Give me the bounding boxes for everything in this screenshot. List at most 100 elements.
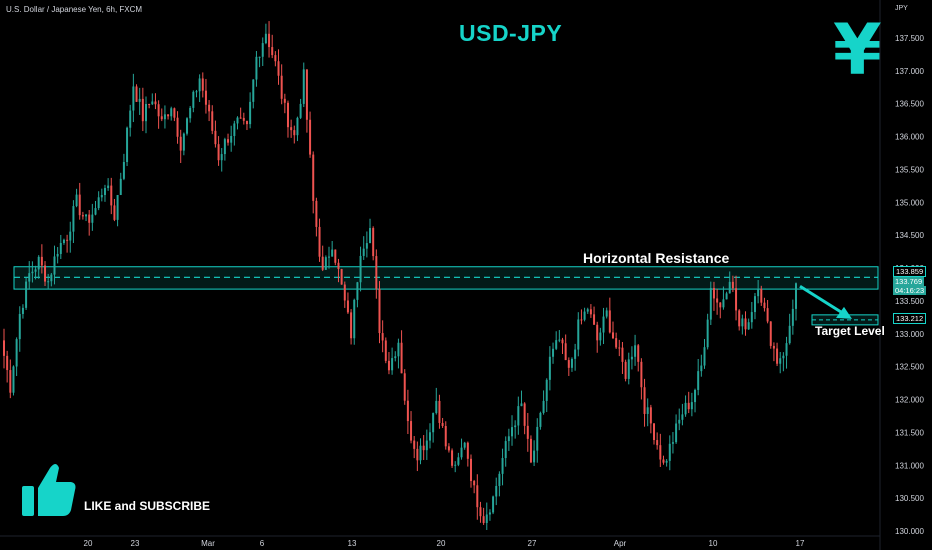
y-tick-label: 130.000 bbox=[895, 527, 924, 536]
candle-body bbox=[391, 358, 394, 371]
candle-body bbox=[283, 98, 286, 103]
candle-body bbox=[690, 402, 693, 410]
target-price-tag: 133.212 bbox=[893, 313, 927, 324]
candle-body bbox=[195, 91, 198, 93]
candle-body bbox=[343, 284, 346, 301]
candle-body bbox=[444, 425, 447, 447]
candle-body bbox=[785, 343, 788, 356]
arrow-shaft bbox=[799, 284, 845, 316]
candle-body bbox=[220, 154, 223, 161]
candle-body bbox=[100, 194, 103, 198]
candle-body bbox=[318, 226, 321, 257]
y-tick-label: 135.500 bbox=[895, 165, 924, 174]
candle-body bbox=[700, 365, 703, 372]
candle-body bbox=[665, 460, 668, 463]
candle-body bbox=[564, 343, 567, 361]
candle-body bbox=[419, 445, 422, 461]
candle-body bbox=[394, 356, 397, 359]
candle-body bbox=[466, 442, 469, 459]
candle-body bbox=[719, 302, 722, 308]
candle-body bbox=[659, 445, 662, 460]
candle-body bbox=[12, 366, 15, 393]
y-tick-label: 131.000 bbox=[895, 461, 924, 470]
candle-body bbox=[268, 33, 271, 48]
candle-body bbox=[526, 425, 529, 439]
candle-body bbox=[709, 288, 712, 320]
candle-body bbox=[791, 308, 794, 326]
candle-body bbox=[779, 358, 782, 364]
candle-body bbox=[454, 464, 457, 466]
candle-body bbox=[772, 345, 775, 349]
candle-body bbox=[766, 308, 769, 322]
countdown-tag: 04:16:23 bbox=[893, 286, 927, 295]
candle-body bbox=[356, 282, 359, 300]
candle-body bbox=[72, 206, 75, 232]
candle-body bbox=[681, 414, 684, 420]
candle-body bbox=[776, 348, 779, 364]
candle-body bbox=[290, 127, 293, 131]
candle-body bbox=[387, 360, 390, 371]
candle-body bbox=[678, 419, 681, 424]
candle-body bbox=[495, 485, 498, 497]
candle-body bbox=[586, 309, 589, 312]
candle-body bbox=[94, 208, 97, 215]
candle-body bbox=[110, 185, 113, 206]
candle-body bbox=[555, 340, 558, 349]
candle-body bbox=[25, 281, 28, 308]
candle-body bbox=[359, 255, 362, 283]
candle-body bbox=[504, 441, 507, 459]
candle-body bbox=[208, 104, 211, 112]
target-label: Target Level bbox=[815, 324, 885, 338]
candle-body bbox=[138, 98, 141, 102]
candle-body bbox=[315, 200, 318, 227]
candle-body bbox=[321, 256, 324, 270]
candle-body bbox=[160, 116, 163, 120]
candle-body bbox=[81, 215, 84, 217]
candle-body bbox=[271, 47, 274, 56]
y-tick-label: 137.500 bbox=[895, 34, 924, 43]
candle-body bbox=[18, 313, 21, 340]
candle-body bbox=[763, 302, 766, 309]
candle-body bbox=[577, 319, 580, 350]
candle-body bbox=[722, 299, 725, 308]
candle-body bbox=[3, 340, 5, 356]
candle-body bbox=[782, 355, 785, 359]
candle-body bbox=[593, 314, 596, 325]
candle-body bbox=[716, 298, 719, 303]
candle-body bbox=[769, 321, 772, 346]
candle-body bbox=[204, 90, 207, 105]
candle-body bbox=[428, 432, 431, 441]
candle-body bbox=[40, 256, 43, 266]
candle-body bbox=[451, 450, 454, 466]
candle-body bbox=[656, 440, 659, 446]
candle-body bbox=[567, 360, 570, 368]
candle-body bbox=[463, 442, 466, 448]
candle-body bbox=[328, 256, 331, 258]
candle-body bbox=[66, 239, 69, 241]
candle-body bbox=[252, 79, 255, 102]
y-tick-label: 135.000 bbox=[895, 198, 924, 207]
candle-body bbox=[536, 426, 539, 451]
candle-body bbox=[122, 162, 125, 179]
candle-body bbox=[34, 269, 37, 272]
candle-body bbox=[135, 86, 138, 102]
candle-body bbox=[605, 310, 608, 317]
candle-body bbox=[548, 356, 551, 380]
candle-body bbox=[608, 310, 611, 333]
candle-body bbox=[340, 269, 343, 285]
candle-body bbox=[167, 114, 170, 117]
candle-body bbox=[523, 403, 526, 426]
y-tick-label: 136.500 bbox=[895, 100, 924, 109]
candle-body bbox=[88, 214, 91, 223]
candle-body bbox=[337, 262, 340, 270]
candle-body bbox=[324, 257, 327, 270]
candle-body bbox=[735, 288, 738, 311]
candle-body bbox=[397, 342, 400, 357]
x-tick-label: Apr bbox=[614, 539, 627, 548]
candle-body bbox=[309, 119, 312, 155]
candle-body bbox=[498, 473, 501, 486]
candle-body bbox=[293, 130, 296, 136]
candle-body bbox=[286, 102, 289, 128]
y-tick-label: 131.500 bbox=[895, 428, 924, 437]
candle-body bbox=[103, 188, 106, 195]
